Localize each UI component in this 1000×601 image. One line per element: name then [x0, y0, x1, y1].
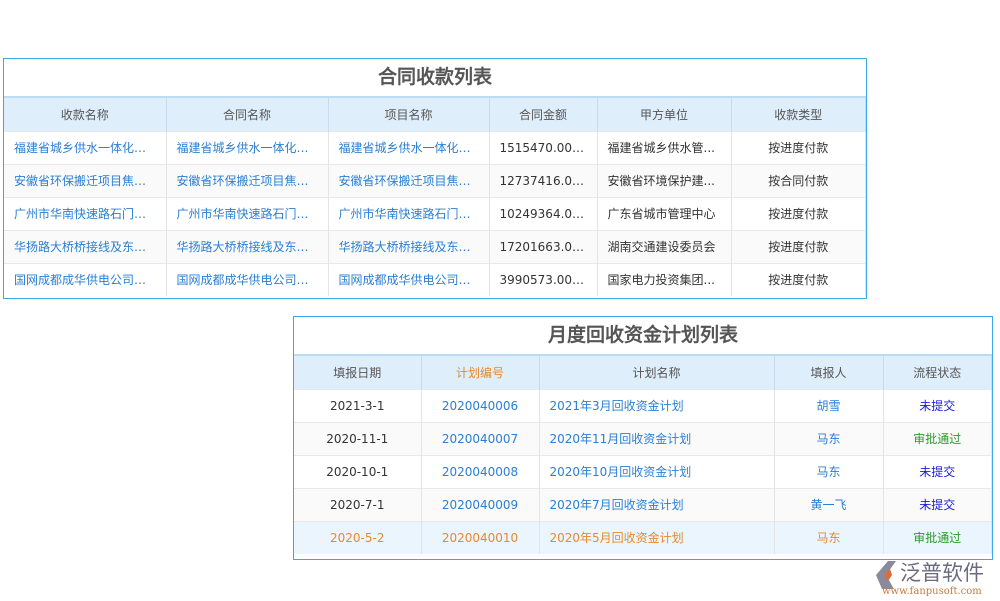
cell-reporter: 马东	[774, 421, 884, 455]
cell-project-name[interactable]: 国网成都成华供电公司南...	[328, 262, 490, 296]
table-row[interactable]: 2020-11-1 2020040007 2020年11月回收资金计划 马东 审批通过	[294, 421, 992, 455]
cell-party-a: 国家电力投资集团...	[597, 262, 732, 296]
cell-project-name[interactable]: 安徽省环保搬迁项目焦炉...	[328, 163, 490, 197]
contract-receipt-panel: 合同收款列表 收款名称 合同名称 项目名称 合同金额 甲方单位 收款类型 福建省城乡供水一…	[3, 58, 867, 299]
contract-receipt-title: 合同收款列表	[4, 59, 866, 98]
cell-report-date: 2020-7-1	[294, 487, 422, 521]
cell-report-date: 2020-5-2	[294, 520, 422, 554]
cell-plan-name[interactable]: 2021年3月回收资金计划	[539, 388, 775, 422]
cell-plan-number[interactable]: 2020040006	[421, 388, 540, 422]
cell-workflow-status: 未提交	[883, 454, 992, 488]
cell-contract-name[interactable]: 广州市华南快速路石门堂...	[166, 196, 329, 230]
fanpusoft-logo: 泛普软件 www.fanpusoft.com	[870, 553, 995, 598]
header-workflow-status[interactable]: 流程状态	[883, 356, 992, 389]
cell-party-a: 安徽省环境保护建...	[597, 163, 732, 197]
cell-plan-number[interactable]: 2020040009	[421, 487, 540, 521]
cell-workflow-status: 未提交	[883, 487, 992, 521]
cell-project-name[interactable]: 福建省城乡供水一体化工...	[328, 130, 490, 164]
table-row[interactable]: 2020-5-2 2020040010 2020年5月回收资金计划 马东 审批通过	[294, 520, 992, 554]
cell-contract-amount: 1515470.0000	[489, 130, 598, 164]
table-row[interactable]: 2020-10-1 2020040008 2020年10月回收资金计划 马东 未提交	[294, 454, 992, 488]
cell-plan-name[interactable]: 2020年10月回收资金计划	[539, 454, 775, 488]
cell-plan-number[interactable]: 2020040007	[421, 421, 540, 455]
cell-project-name[interactable]: 华扬路大桥桥接线及东延...	[328, 229, 490, 263]
cell-plan-name[interactable]: 2020年5月回收资金计划	[539, 520, 775, 554]
table-row[interactable]: 福建省城乡供水一体化工... 福建省城乡供水一体化工... 福建省城乡供水一体化工.…	[4, 130, 866, 164]
cell-contract-name[interactable]: 安徽省环保搬迁项目焦炉...	[166, 163, 329, 197]
cell-reporter: 胡雪	[774, 388, 884, 422]
table-row[interactable]: 2020-7-1 2020040009 2020年7月回收资金计划 黄一飞 未提交	[294, 487, 992, 521]
cell-contract-amount: 17201663.0000	[489, 229, 598, 263]
cell-report-date: 2021-3-1	[294, 388, 422, 422]
cell-reporter: 黄一飞	[774, 487, 884, 521]
svg-text:泛普软件: 泛普软件	[900, 561, 984, 585]
header-project-name[interactable]: 项目名称	[328, 98, 490, 131]
header-party-a[interactable]: 甲方单位	[597, 98, 732, 131]
cell-workflow-status: 审批通过	[883, 520, 992, 554]
cell-contract-name[interactable]: 国网成都成华供电公司南...	[166, 262, 329, 296]
monthly-plan-title: 月度回收资金计划列表	[294, 317, 992, 356]
table-row[interactable]: 国网成都成华供电公司南... 国网成都成华供电公司南... 国网成都成华供电公司南.…	[4, 262, 866, 296]
cell-receipt-type: 按进度付款	[731, 229, 866, 263]
header-plan-name[interactable]: 计划名称	[539, 356, 775, 389]
cell-receipt-type: 按进度付款	[731, 130, 866, 164]
cell-reporter: 马东	[774, 454, 884, 488]
svg-text:www.fanpusoft.com: www.fanpusoft.com	[882, 586, 982, 597]
monthly-plan-table: 填报日期 计划编号 计划名称 填报人 流程状态 2021-3-1 2020040006 20…	[294, 356, 992, 554]
cell-party-a: 广东省城市管理中心	[597, 196, 732, 230]
table-row[interactable]: 安徽省环保搬迁项目焦炉... 安徽省环保搬迁项目焦炉... 安徽省环保搬迁项目焦炉.…	[4, 163, 866, 197]
cell-receipt-name[interactable]: 广州市华南快速路石门堂...	[4, 196, 167, 230]
cell-receipt-name[interactable]: 福建省城乡供水一体化工...	[4, 130, 167, 164]
contract-receipt-table: 收款名称 合同名称 项目名称 合同金额 甲方单位 收款类型 福建省城乡供水一体化工... 福…	[4, 98, 866, 296]
cell-contract-amount: 3990573.0000	[489, 262, 598, 296]
cell-receipt-name[interactable]: 安徽省环保搬迁项目焦炉...	[4, 163, 167, 197]
table-row[interactable]: 2021-3-1 2020040006 2021年3月回收资金计划 胡雪 未提交	[294, 388, 992, 422]
header-report-date[interactable]: 填报日期	[294, 356, 422, 389]
cell-plan-name[interactable]: 2020年7月回收资金计划	[539, 487, 775, 521]
cell-party-a: 湖南交通建设委员会	[597, 229, 732, 263]
cell-contract-amount: 12737416.0000	[489, 163, 598, 197]
cell-workflow-status: 未提交	[883, 388, 992, 422]
cell-contract-name[interactable]: 华扬路大桥桥接线及东延...	[166, 229, 329, 263]
header-receipt-type[interactable]: 收款类型	[731, 98, 866, 131]
table-row[interactable]: 广州市华南快速路石门堂... 广州市华南快速路石门堂... 广州市华南快速路石门堂.…	[4, 196, 866, 230]
cell-receipt-type: 按进度付款	[731, 262, 866, 296]
cell-plan-number[interactable]: 2020040008	[421, 454, 540, 488]
cell-receipt-name[interactable]: 国网成都成华供电公司南...	[4, 262, 167, 296]
table-row[interactable]: 华扬路大桥桥接线及东延... 华扬路大桥桥接线及东延... 华扬路大桥桥接线及东延.…	[4, 229, 866, 263]
header-plan-number[interactable]: 计划编号	[421, 356, 540, 389]
cell-reporter: 马东	[774, 520, 884, 554]
cell-receipt-name[interactable]: 华扬路大桥桥接线及东延...	[4, 229, 167, 263]
header-contract-amount[interactable]: 合同金额	[489, 98, 598, 131]
cell-contract-name[interactable]: 福建省城乡供水一体化工...	[166, 130, 329, 164]
cell-receipt-type: 按合同付款	[731, 163, 866, 197]
cell-report-date: 2020-11-1	[294, 421, 422, 455]
header-reporter[interactable]: 填报人	[774, 356, 884, 389]
cell-workflow-status: 审批通过	[883, 421, 992, 455]
cell-project-name[interactable]: 广州市华南快速路石门堂...	[328, 196, 490, 230]
header-contract-name[interactable]: 合同名称	[166, 98, 329, 131]
cell-plan-name[interactable]: 2020年11月回收资金计划	[539, 421, 775, 455]
cell-receipt-type: 按进度付款	[731, 196, 866, 230]
cell-plan-number[interactable]: 2020040010	[421, 520, 540, 554]
monthly-plan-panel: 月度回收资金计划列表 填报日期 计划编号 计划名称 填报人 流程状态 2021-3-1 2…	[293, 316, 993, 560]
cell-party-a: 福建省城乡供水管...	[597, 130, 732, 164]
cell-report-date: 2020-10-1	[294, 454, 422, 488]
cell-contract-amount: 10249364.0000	[489, 196, 598, 230]
header-receipt-name[interactable]: 收款名称	[4, 98, 167, 131]
